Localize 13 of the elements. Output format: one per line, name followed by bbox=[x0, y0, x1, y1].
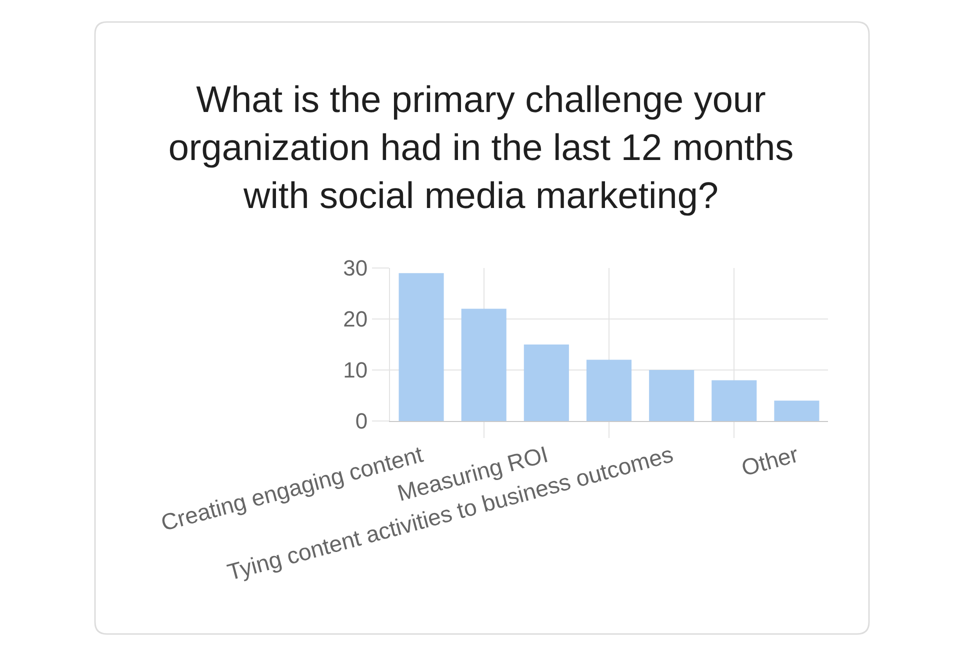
bar bbox=[586, 360, 632, 421]
bar bbox=[649, 370, 694, 421]
bar bbox=[712, 380, 757, 421]
y-tick-label: 0 bbox=[355, 408, 368, 434]
chart-title: What is the primary challenge your organization had in the last 12 months with social media marketing? bbox=[168, 79, 794, 216]
bar bbox=[398, 273, 444, 421]
bar bbox=[461, 308, 506, 421]
y-tick-label: 20 bbox=[343, 306, 368, 332]
bar bbox=[774, 400, 820, 421]
bar bbox=[524, 344, 569, 421]
x-tick-label: Other bbox=[738, 440, 802, 481]
y-tick-label: 30 bbox=[343, 256, 368, 281]
y-tick-label: 10 bbox=[343, 358, 368, 383]
